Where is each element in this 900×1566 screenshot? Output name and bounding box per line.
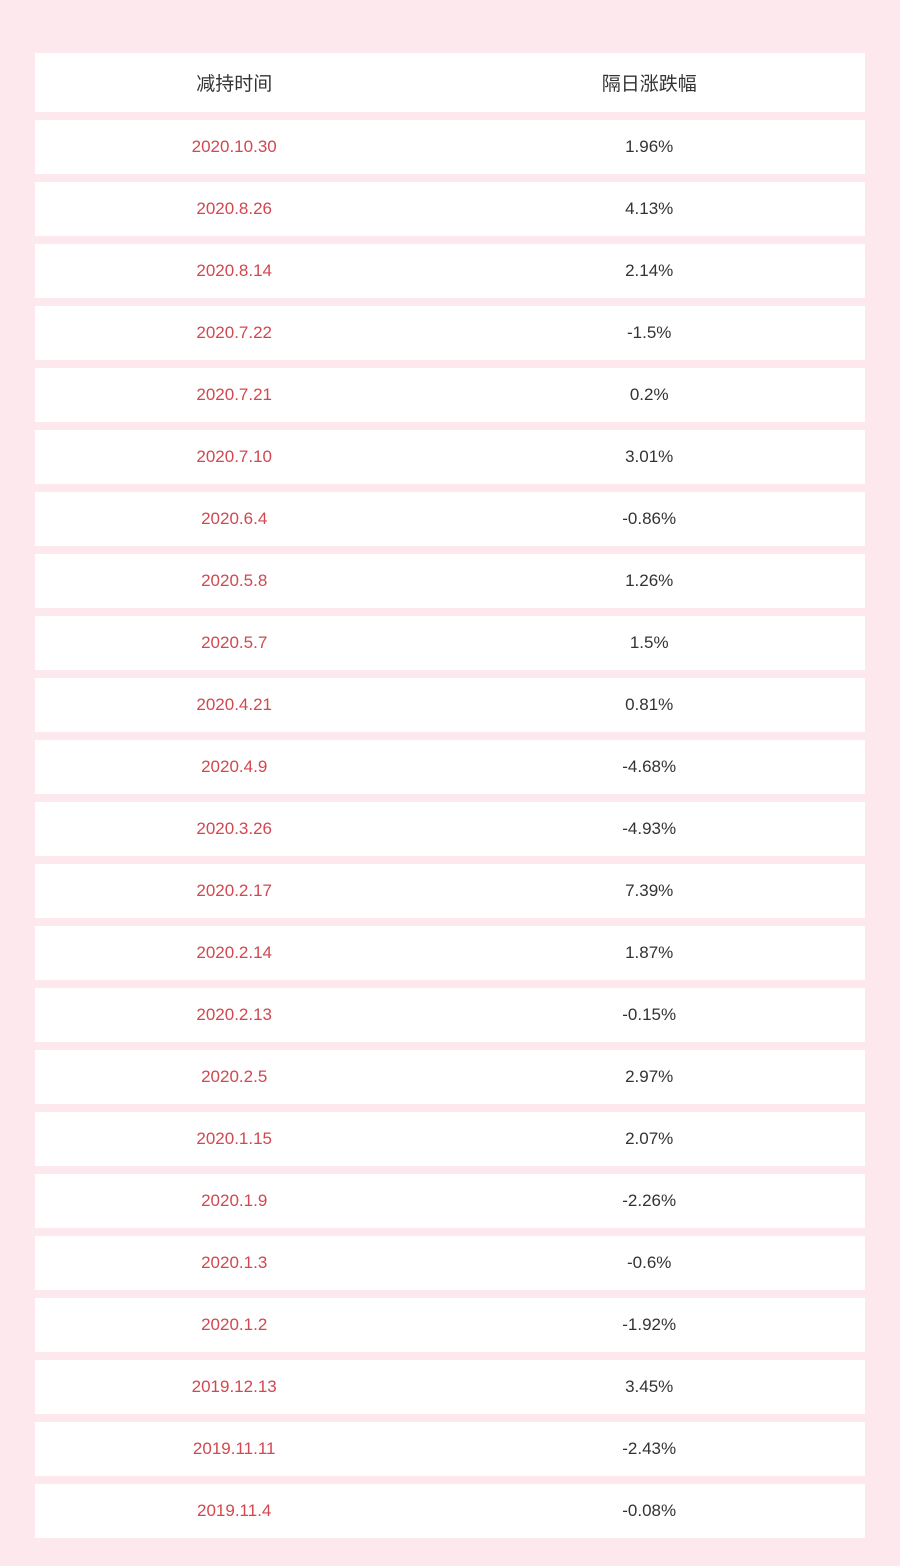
date-cell: 2020.2.17 <box>35 864 433 918</box>
date-cell: 2019.11.4 <box>35 1484 433 1538</box>
date-cell: 2020.10.30 <box>35 120 433 174</box>
table-row: 2020.4.9-4.68% <box>35 740 865 794</box>
date-cell: 2020.1.15 <box>35 1112 433 1166</box>
date-cell: 2020.2.5 <box>35 1050 433 1104</box>
value-cell: 1.5% <box>433 616 865 670</box>
table-row: 2019.11.11-2.43% <box>35 1422 865 1476</box>
date-cell: 2020.5.8 <box>35 554 433 608</box>
value-cell: -0.15% <box>433 988 865 1042</box>
value-cell: -0.86% <box>433 492 865 546</box>
value-cell: 2.97% <box>433 1050 865 1104</box>
value-cell: 1.96% <box>433 120 865 174</box>
date-cell: 2020.8.26 <box>35 182 433 236</box>
table-row: 2020.8.142.14% <box>35 244 865 298</box>
table-row: 2020.1.2-1.92% <box>35 1298 865 1352</box>
table-row: 2020.1.3-0.6% <box>35 1236 865 1290</box>
value-cell: 4.13% <box>433 182 865 236</box>
value-cell: 7.39% <box>433 864 865 918</box>
table-row: 2020.6.4-0.86% <box>35 492 865 546</box>
value-cell: 0.81% <box>433 678 865 732</box>
date-cell: 2020.5.7 <box>35 616 433 670</box>
date-cell: 2020.2.13 <box>35 988 433 1042</box>
value-cell: 1.26% <box>433 554 865 608</box>
value-cell: 2.07% <box>433 1112 865 1166</box>
table-row: 2020.2.13-0.15% <box>35 988 865 1042</box>
table-row: 2020.7.210.2% <box>35 368 865 422</box>
value-cell: 3.45% <box>433 1360 865 1414</box>
date-cell: 2020.4.9 <box>35 740 433 794</box>
value-cell: -2.43% <box>433 1422 865 1476</box>
table-row: 2020.10.301.96% <box>35 120 865 174</box>
date-cell: 2020.2.14 <box>35 926 433 980</box>
table-row: 2020.5.71.5% <box>35 616 865 670</box>
table-row: 2019.11.4-0.08% <box>35 1484 865 1538</box>
value-cell: 3.01% <box>433 430 865 484</box>
table-header-row: 减持时间 隔日涨跌幅 <box>35 53 865 112</box>
value-cell: -2.26% <box>433 1174 865 1228</box>
table-container: 减持时间 隔日涨跌幅 2020.10.301.96%2020.8.264.13%… <box>0 0 900 1566</box>
table-row: 2020.2.177.39% <box>35 864 865 918</box>
table-row: 2020.2.52.97% <box>35 1050 865 1104</box>
date-cell: 2020.4.21 <box>35 678 433 732</box>
date-cell: 2019.12.13 <box>35 1360 433 1414</box>
table-row: 2020.2.141.87% <box>35 926 865 980</box>
table-body: 2020.10.301.96%2020.8.264.13%2020.8.142.… <box>35 120 865 1538</box>
value-cell: -1.92% <box>433 1298 865 1352</box>
date-cell: 2020.1.9 <box>35 1174 433 1228</box>
date-cell: 2020.6.4 <box>35 492 433 546</box>
data-table: 减持时间 隔日涨跌幅 2020.10.301.96%2020.8.264.13%… <box>35 45 865 1546</box>
header-change: 隔日涨跌幅 <box>433 53 865 112</box>
value-cell: 0.2% <box>433 368 865 422</box>
value-cell: 2.14% <box>433 244 865 298</box>
date-cell: 2020.7.22 <box>35 306 433 360</box>
value-cell: 1.87% <box>433 926 865 980</box>
value-cell: -4.68% <box>433 740 865 794</box>
table-row: 2020.5.81.26% <box>35 554 865 608</box>
value-cell: -0.6% <box>433 1236 865 1290</box>
value-cell: -4.93% <box>433 802 865 856</box>
date-cell: 2020.1.2 <box>35 1298 433 1352</box>
date-cell: 2019.11.11 <box>35 1422 433 1476</box>
table-row: 2020.1.152.07% <box>35 1112 865 1166</box>
date-cell: 2020.7.10 <box>35 430 433 484</box>
table-row: 2019.12.133.45% <box>35 1360 865 1414</box>
table-row: 2020.7.103.01% <box>35 430 865 484</box>
value-cell: -0.08% <box>433 1484 865 1538</box>
date-cell: 2020.8.14 <box>35 244 433 298</box>
date-cell: 2020.1.3 <box>35 1236 433 1290</box>
table-row: 2020.3.26-4.93% <box>35 802 865 856</box>
table-row: 2020.4.210.81% <box>35 678 865 732</box>
table-row: 2020.8.264.13% <box>35 182 865 236</box>
table-row: 2020.1.9-2.26% <box>35 1174 865 1228</box>
date-cell: 2020.7.21 <box>35 368 433 422</box>
value-cell: -1.5% <box>433 306 865 360</box>
date-cell: 2020.3.26 <box>35 802 433 856</box>
header-date: 减持时间 <box>35 53 433 112</box>
table-row: 2020.7.22-1.5% <box>35 306 865 360</box>
